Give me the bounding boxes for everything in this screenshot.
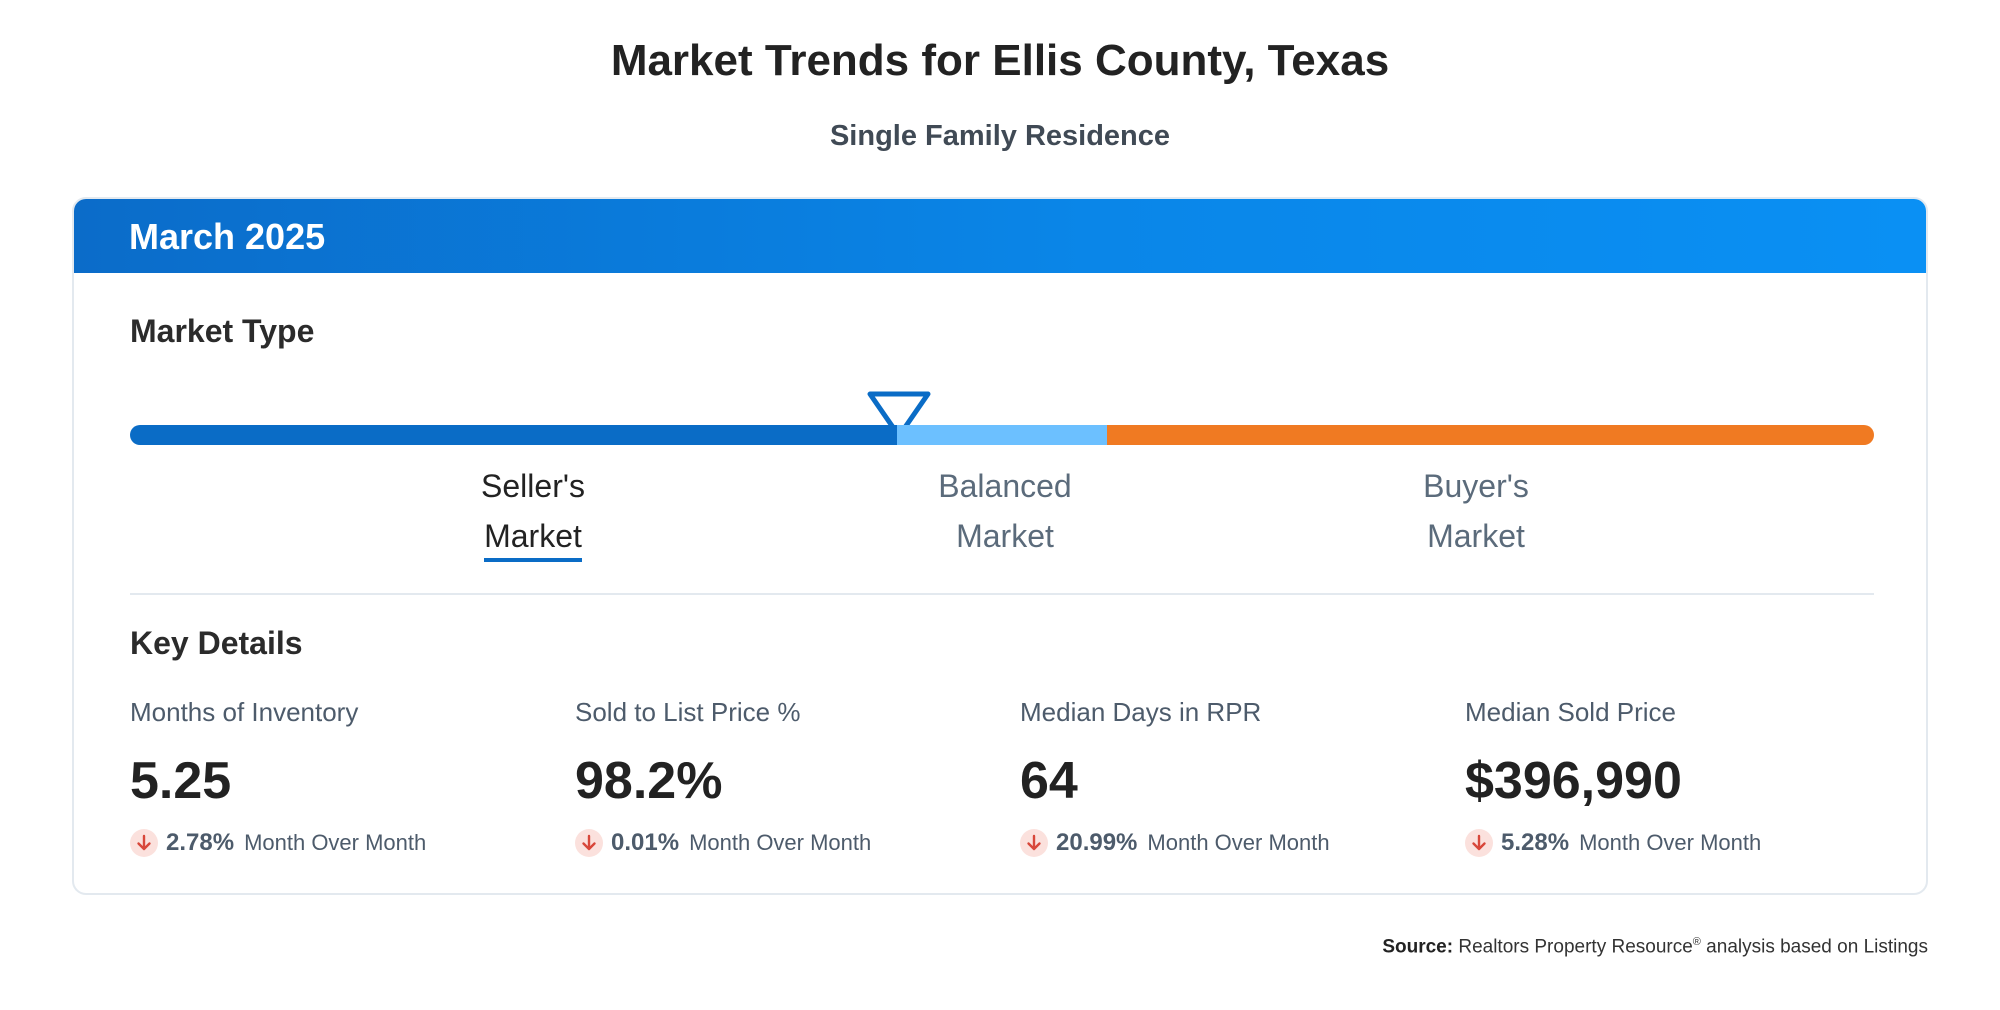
market-type-scale	[130, 425, 1874, 445]
change-percent: 0.01%	[611, 829, 680, 856]
stat-median-days-in-rpr: Median Days in RPR 64 20.99% Month Over …	[1020, 697, 1460, 859]
source-text: Realtors Property Resource	[1458, 936, 1693, 958]
stat-value: $396,990	[1465, 752, 1682, 810]
stat-sold-to-list-price: Sold to List Price % 98.2% 0.01% Month O…	[575, 697, 1015, 859]
period-label: March 2025	[129, 216, 326, 257]
arrow-down-icon	[575, 829, 603, 857]
stat-change: 20.99% Month Over Month	[1020, 827, 1460, 859]
market-trends-card: March 2025 Market Type Seller's Market B…	[72, 197, 1928, 895]
change-percent: 2.78%	[166, 829, 235, 856]
scale-segment-buyer	[1106, 425, 1874, 445]
change-label: Month Over Month	[689, 830, 872, 855]
stat-label: Sold to List Price %	[575, 697, 801, 727]
stat-change: 0.01% Month Over Month	[575, 827, 1015, 859]
stat-value: 98.2%	[575, 752, 723, 810]
stat-median-sold-price: Median Sold Price $396,990 5.28% Month O…	[1465, 697, 1905, 859]
registered-mark: ®	[1692, 936, 1701, 948]
change-percent: 5.28%	[1501, 829, 1570, 856]
market-label-balanced: Balanced Market	[855, 461, 1155, 561]
source-label: Source:	[1382, 936, 1454, 958]
change-label: Month Over Month	[1579, 830, 1762, 855]
change-label: Month Over Month	[1147, 830, 1330, 855]
card-header: March 2025	[74, 199, 1926, 273]
stat-label: Median Days in RPR	[1020, 697, 1262, 727]
page-subtitle: Single Family Residence	[829, 120, 1171, 152]
market-label-buyer: Buyer's Market	[1326, 461, 1626, 561]
change-label: Month Over Month	[244, 830, 427, 855]
stat-label: Median Sold Price	[1465, 697, 1676, 727]
market-label-line2: Market	[956, 518, 1054, 554]
stat-months-of-inventory: Months of Inventory 5.25 2.78% Month Ove…	[130, 697, 570, 859]
market-type-title: Market Type	[130, 313, 315, 349]
scale-segment-balanced	[897, 425, 1107, 445]
stat-value: 5.25	[130, 752, 232, 810]
market-label-line1: Buyer's	[1423, 468, 1529, 504]
source-note: Source: Realtors Property Resource® anal…	[1382, 936, 1928, 958]
stat-change: 2.78% Month Over Month	[130, 827, 570, 859]
stat-label: Months of Inventory	[130, 697, 359, 727]
market-label-seller: Seller's Market	[383, 461, 683, 562]
arrow-down-icon	[1020, 829, 1048, 857]
market-label-line1: Balanced	[938, 468, 1072, 504]
page-title: Market Trends for Ellis County, Texas	[610, 36, 1390, 85]
market-label-line2: Market	[1427, 518, 1525, 554]
key-details-title: Key Details	[130, 625, 303, 661]
market-label-line1: Seller's	[481, 468, 585, 504]
change-percent: 20.99%	[1056, 829, 1138, 856]
source-text-suffix: analysis based on Listings	[1700, 936, 1928, 958]
market-label-line2: Market	[484, 514, 582, 562]
arrow-down-icon	[1465, 829, 1493, 857]
stat-value: 64	[1020, 752, 1078, 810]
stat-change: 5.28% Month Over Month	[1465, 827, 1905, 859]
triangle-marker-icon	[867, 391, 931, 439]
arrow-down-icon	[130, 829, 158, 857]
scale-segment-seller	[130, 425, 898, 445]
section-divider	[130, 593, 1874, 595]
